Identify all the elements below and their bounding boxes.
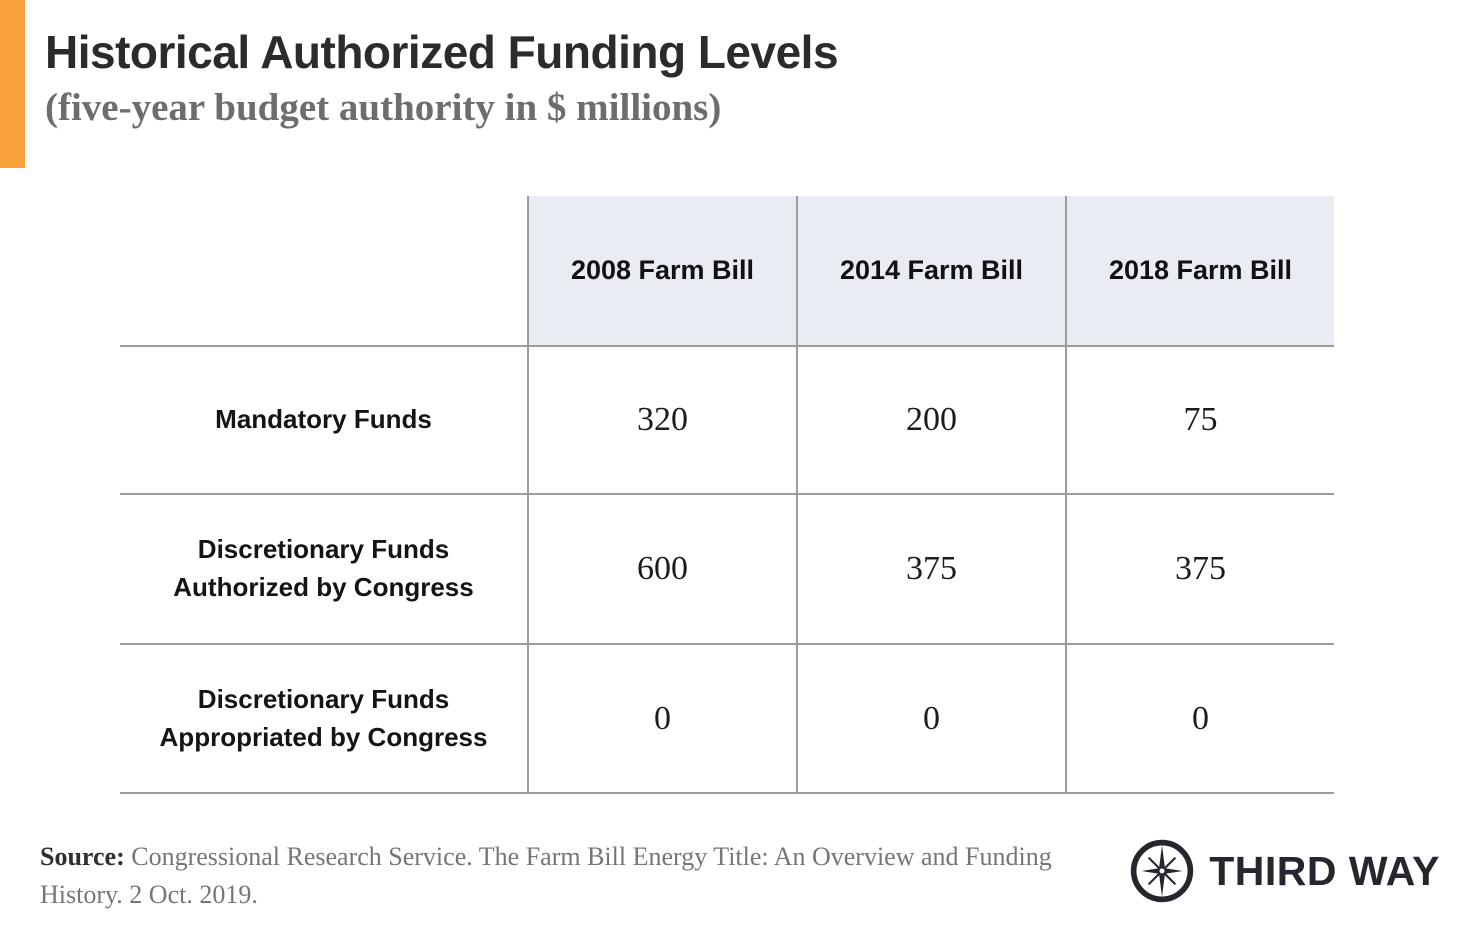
footer: Source: Congressional Research Service. … <box>40 838 1440 913</box>
cell-mandatory-2018: 75 <box>1065 345 1334 493</box>
header: Historical Authorized Funding Levels (fi… <box>45 26 839 130</box>
row-label-discretionary-appropriated: Discretionary Funds Appropriated by Cong… <box>120 643 527 792</box>
cell-authorized-2008: 600 <box>527 493 796 643</box>
source-note: Source: Congressional Research Service. … <box>40 838 1129 913</box>
compass-icon <box>1129 838 1195 904</box>
row-label-mandatory-funds: Mandatory Funds <box>120 345 527 493</box>
cell-appropriated-2018: 0 <box>1065 643 1334 792</box>
column-header-2008-farm-bill: 2008 Farm Bill <box>527 196 796 345</box>
cell-mandatory-2008: 320 <box>527 345 796 493</box>
funding-table: 2008 Farm Bill 2014 Farm Bill 2018 Farm … <box>120 196 1334 794</box>
page-title: Historical Authorized Funding Levels <box>45 26 839 78</box>
cell-appropriated-2014: 0 <box>796 643 1065 792</box>
cell-mandatory-2014: 200 <box>796 345 1065 493</box>
column-header-2014-farm-bill: 2014 Farm Bill <box>796 196 1065 345</box>
cell-authorized-2014: 375 <box>796 493 1065 643</box>
source-label: Source: <box>40 842 125 871</box>
accent-bar <box>0 0 25 168</box>
table-corner-cell <box>120 196 527 345</box>
row-label-discretionary-authorized: Discretionary Funds Authorized by Congre… <box>120 493 527 643</box>
page-subtitle: (five-year budget authority in $ million… <box>45 85 722 129</box>
third-way-logo: THIRD WAY <box>1129 838 1440 904</box>
cell-appropriated-2008: 0 <box>527 643 796 792</box>
source-text: Congressional Research Service. The Farm… <box>40 842 1052 909</box>
column-header-2018-farm-bill: 2018 Farm Bill <box>1065 196 1334 345</box>
brand-wordmark: THIRD WAY <box>1209 847 1440 894</box>
cell-authorized-2018: 375 <box>1065 493 1334 643</box>
